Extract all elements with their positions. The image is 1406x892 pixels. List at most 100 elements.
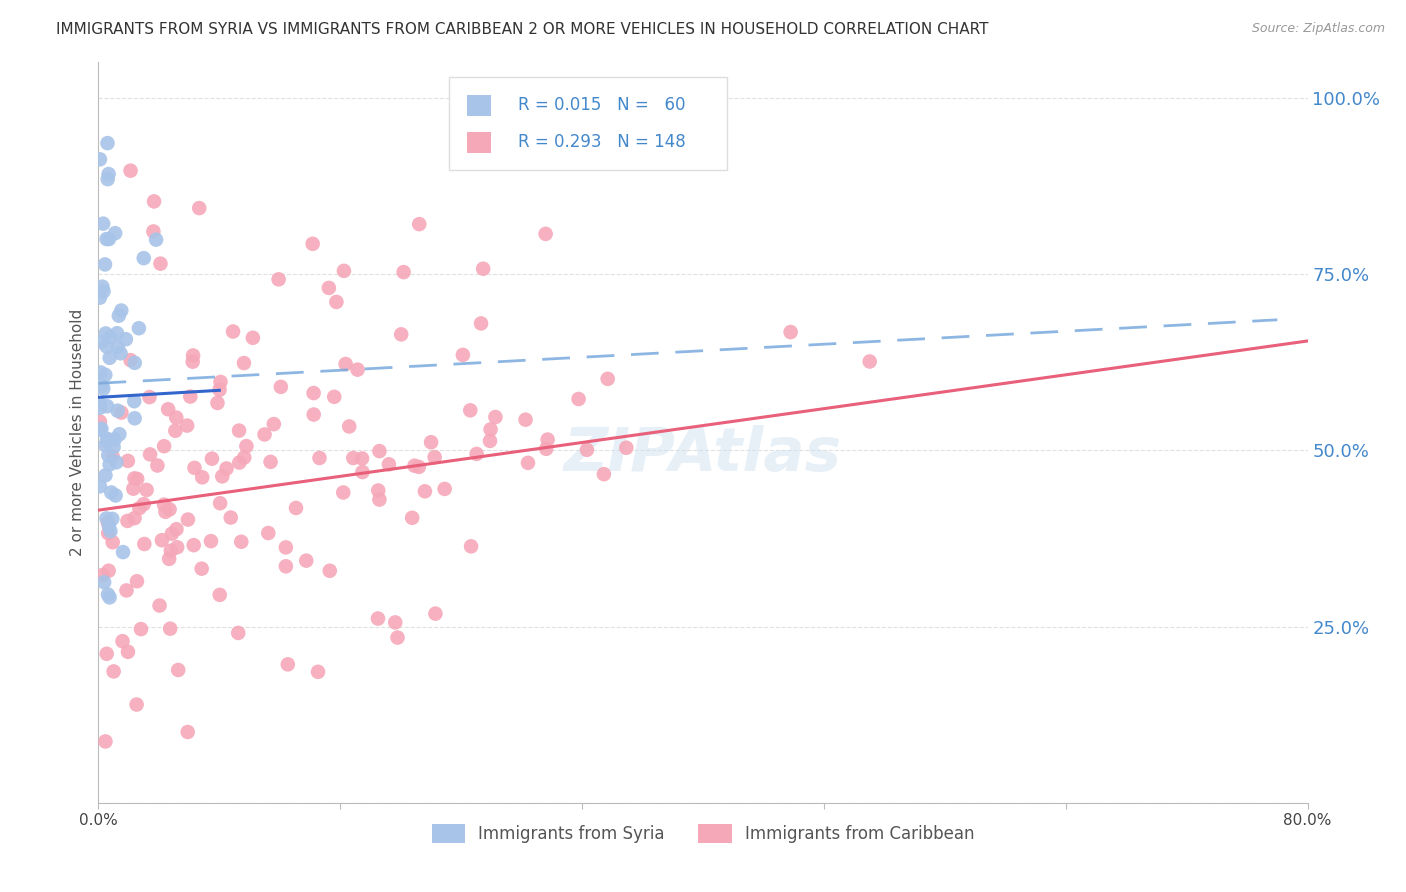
- Point: [352, 451, 374, 466]
- Point: [97, 172, 120, 186]
- Point: [208, 588, 231, 602]
- Point: [451, 348, 474, 362]
- Point: [183, 460, 205, 475]
- FancyBboxPatch shape: [467, 95, 491, 116]
- Point: [191, 470, 214, 484]
- Point: [209, 375, 232, 389]
- Point: [425, 607, 447, 621]
- Point: [93, 285, 115, 299]
- Point: [228, 456, 250, 470]
- Point: [139, 447, 162, 461]
- Point: [134, 537, 156, 551]
- Point: [149, 599, 172, 613]
- Point: [209, 496, 232, 510]
- Point: [257, 526, 280, 541]
- Point: [111, 634, 134, 648]
- Point: [89, 415, 111, 429]
- Text: R = 0.015   N =   60: R = 0.015 N = 60: [517, 96, 686, 114]
- Point: [200, 534, 222, 549]
- Point: [460, 540, 482, 554]
- Point: [125, 574, 148, 589]
- Text: Source: ZipAtlas.com: Source: ZipAtlas.com: [1251, 22, 1385, 36]
- Point: [89, 423, 111, 437]
- Point: [263, 417, 285, 431]
- Point: [392, 265, 415, 279]
- Point: [465, 447, 488, 461]
- Point: [105, 326, 128, 341]
- Point: [104, 433, 127, 447]
- Point: [110, 406, 132, 420]
- Y-axis label: 2 or more Vehicles in Household: 2 or more Vehicles in Household: [70, 309, 86, 557]
- Point: [97, 519, 120, 533]
- Text: ZIPAtlas: ZIPAtlas: [564, 425, 842, 484]
- FancyBboxPatch shape: [449, 78, 727, 169]
- Point: [181, 349, 204, 363]
- Point: [157, 552, 180, 566]
- Point: [274, 541, 297, 555]
- Point: [177, 512, 200, 526]
- Point: [115, 332, 138, 346]
- Point: [413, 484, 436, 499]
- Point: [159, 622, 181, 636]
- Point: [614, 441, 637, 455]
- Point: [94, 257, 117, 271]
- Point: [94, 368, 117, 382]
- Point: [323, 390, 346, 404]
- Point: [404, 458, 426, 473]
- Point: [98, 330, 121, 344]
- Point: [98, 591, 121, 605]
- Point: [89, 479, 111, 493]
- Point: [346, 362, 368, 376]
- Point: [155, 505, 177, 519]
- Point: [103, 440, 125, 454]
- Point: [470, 317, 492, 331]
- Point: [91, 568, 114, 582]
- Point: [295, 554, 318, 568]
- Point: [91, 378, 114, 392]
- Point: [433, 482, 456, 496]
- Point: [401, 510, 423, 524]
- Point: [153, 439, 176, 453]
- Point: [89, 401, 111, 415]
- Point: [165, 522, 187, 536]
- Point: [96, 340, 118, 354]
- Point: [219, 510, 242, 524]
- Point: [108, 309, 131, 323]
- Point: [157, 402, 180, 417]
- Point: [534, 442, 557, 456]
- Point: [408, 217, 430, 231]
- Point: [101, 450, 124, 464]
- Point: [190, 562, 212, 576]
- Point: [484, 410, 506, 425]
- Point: [160, 526, 183, 541]
- Point: [228, 424, 250, 438]
- Point: [302, 386, 325, 401]
- Point: [97, 232, 120, 246]
- Point: [91, 217, 114, 231]
- Point: [215, 461, 238, 475]
- Point: [389, 327, 412, 342]
- Point: [270, 380, 292, 394]
- Point: [105, 455, 128, 469]
- Point: [267, 272, 290, 286]
- Point: [125, 698, 148, 712]
- Point: [153, 498, 176, 512]
- Point: [342, 450, 364, 465]
- Point: [208, 383, 231, 397]
- Point: [96, 399, 118, 413]
- Point: [145, 233, 167, 247]
- Text: IMMIGRANTS FROM SYRIA VS IMMIGRANTS FROM CARIBBEAN 2 OR MORE VEHICLES IN HOUSEHO: IMMIGRANTS FROM SYRIA VS IMMIGRANTS FROM…: [56, 22, 988, 37]
- Point: [335, 357, 357, 371]
- Point: [96, 434, 118, 448]
- Point: [108, 427, 131, 442]
- Point: [110, 303, 132, 318]
- Point: [534, 227, 557, 241]
- Point: [332, 485, 354, 500]
- Point: [378, 458, 401, 472]
- Point: [91, 279, 114, 293]
- Point: [122, 482, 145, 496]
- Point: [143, 194, 166, 209]
- Point: [135, 483, 157, 497]
- Point: [100, 524, 122, 539]
- Point: [120, 353, 142, 368]
